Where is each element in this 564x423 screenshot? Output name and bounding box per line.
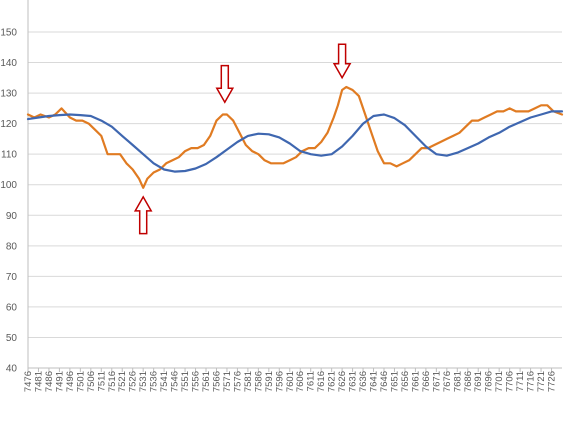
- y-tick-label: 150: [0, 28, 17, 39]
- x-tick-label: 7506: [86, 371, 97, 392]
- x-tick-label: 7516: [107, 371, 118, 392]
- x-tick-label: 7546: [170, 371, 181, 392]
- y-tick-label: 130: [0, 89, 17, 100]
- x-tick-label: 7726: [547, 371, 558, 392]
- x-tick-label: 7671: [431, 371, 442, 392]
- y-tick-label: 60: [6, 302, 18, 313]
- y-tick-label: 120: [0, 119, 17, 130]
- y-tick-label: 110: [1, 150, 17, 161]
- series-line-blue: [26, 110, 564, 173]
- x-tick-label: 7576: [232, 371, 243, 392]
- x-tick-label: 7476: [23, 371, 34, 392]
- y-tick-label: 90: [6, 211, 18, 222]
- x-tick-label: 7536: [149, 371, 160, 392]
- x-tick-label: 7581: [243, 371, 254, 392]
- x-tick-label: 7676: [442, 371, 453, 392]
- x-tick-label: 7616: [316, 371, 327, 392]
- x-tick-label: 7591: [264, 371, 275, 392]
- x-tick-label: 7611: [306, 371, 317, 391]
- x-tick-label: 7651: [389, 371, 400, 392]
- x-tick-label: 7561: [201, 371, 212, 392]
- x-tick-label: 7606: [295, 371, 306, 392]
- x-tick-label: 7701: [494, 371, 505, 392]
- x-tick-label: 7551: [180, 371, 191, 392]
- x-tick-label: 7531: [138, 371, 149, 392]
- arrow-down-7570: [215, 64, 235, 104]
- y-tick-label: 140: [0, 58, 17, 69]
- series-lines: [26, 85, 564, 189]
- x-tick-label: 7711: [515, 371, 526, 391]
- x-tick-label: 7601: [285, 371, 296, 392]
- gridlines: [28, 31, 562, 369]
- y-tick-label: 70: [6, 272, 18, 283]
- y-tick-label: 50: [6, 333, 18, 344]
- x-tick-label: 7501: [75, 371, 86, 392]
- x-tick-label: 7491: [54, 371, 65, 392]
- x-tick-label: 7566: [211, 371, 222, 392]
- arrow-up-7531: [133, 195, 153, 235]
- x-tick-label: 7541: [159, 371, 170, 392]
- x-tick-label: 7481: [33, 371, 44, 392]
- x-tick-label: 7681: [452, 371, 463, 392]
- y-axis-ticks: 40 50 60 70 80 90 100 110 120 130 140 150: [0, 28, 17, 375]
- x-tick-label: 7686: [463, 371, 474, 392]
- x-tick-label: 7521: [117, 371, 128, 392]
- x-tick-label: 7716: [526, 371, 537, 392]
- x-tick-label: 7556: [191, 371, 202, 392]
- series-line-orange: [26, 85, 564, 189]
- x-tick-label: 7571: [222, 371, 233, 392]
- x-tick-label: 7496: [65, 371, 76, 392]
- x-tick-label: 7486: [44, 371, 55, 392]
- x-tick-label: 7656: [400, 371, 411, 392]
- y-tick-label: 80: [6, 241, 18, 252]
- x-tick-label: 7666: [421, 371, 432, 392]
- x-tick-label: 7691: [473, 371, 484, 392]
- x-tick-label: 7586: [253, 371, 264, 392]
- x-tick-label: 7661: [410, 371, 421, 392]
- x-tick-label: 7696: [484, 371, 495, 392]
- x-tick-label: 7526: [128, 371, 139, 392]
- x-tick-label: 7631: [348, 371, 359, 392]
- x-tick-label: 7636: [358, 371, 369, 392]
- x-tick-label: 7706: [505, 371, 516, 392]
- x-tick-label: 7641: [369, 371, 380, 392]
- arrow-down-7626: [332, 43, 352, 80]
- x-tick-label: 7621: [327, 371, 338, 392]
- x-tick-label: 7721: [536, 371, 547, 392]
- x-tick-label: 7646: [379, 371, 390, 392]
- y-tick-label: 100: [0, 180, 17, 191]
- y-tick-label: 40: [6, 364, 18, 375]
- annotation-arrows: [133, 43, 352, 235]
- x-tick-label: 7511: [96, 371, 107, 391]
- x-axis-ticks: 7476 7481 7486 7491 7496 7501 7506 7511 7516 7521…: [23, 368, 558, 392]
- x-tick-label: 7626: [337, 371, 348, 392]
- x-tick-label: 7596: [274, 371, 285, 392]
